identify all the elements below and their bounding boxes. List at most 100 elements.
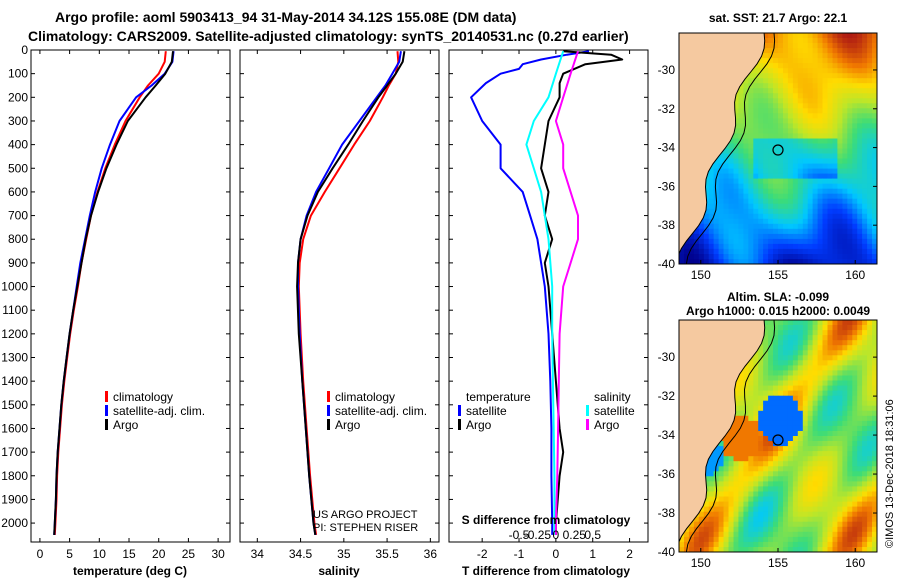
- map-cell: [822, 370, 828, 376]
- map-cell: [867, 93, 873, 99]
- map-cell: [822, 138, 828, 145]
- map-cell: [817, 98, 824, 104]
- map-cell: [872, 98, 877, 104]
- map-cell: [797, 335, 804, 341]
- map-cell: [773, 208, 779, 215]
- map-cell: [728, 213, 734, 220]
- map-cell: [812, 425, 819, 432]
- map-cell: [783, 541, 789, 548]
- depth-tick-label: 2000: [1, 516, 28, 530]
- map-cell: [847, 118, 853, 124]
- map-cell: [753, 461, 759, 467]
- map-cell: [688, 531, 695, 538]
- map-cell: [758, 375, 764, 382]
- map-cell: [812, 133, 819, 139]
- map-cell: [827, 113, 833, 119]
- depth-tick-label: 1800: [1, 469, 28, 483]
- map-cell: [787, 259, 794, 264]
- map-cell: [758, 526, 764, 533]
- map-cell: [847, 98, 853, 104]
- map-cell: [802, 496, 809, 503]
- map-cell: [812, 466, 819, 472]
- map-cell: [817, 113, 824, 119]
- map-cell: [743, 541, 749, 548]
- map-cell: [792, 496, 799, 503]
- map-cell: [733, 496, 739, 503]
- map-cell: [787, 228, 794, 235]
- map-cell: [802, 254, 809, 260]
- map-cell: [758, 158, 764, 165]
- map-cell: [792, 466, 799, 472]
- map-cell: [847, 511, 853, 518]
- map-cell: [797, 325, 804, 331]
- map-cell: [743, 103, 749, 109]
- map-cell: [763, 228, 769, 235]
- map-cell: [867, 410, 873, 417]
- map-cell: [857, 501, 863, 508]
- map-cell: [797, 536, 804, 543]
- map-cell: [807, 238, 814, 245]
- map-cell: [827, 158, 833, 165]
- map-cell: [783, 526, 789, 533]
- map-cell: [783, 521, 789, 528]
- map-cell: [847, 148, 853, 155]
- map-cell: [738, 93, 744, 99]
- map-cell: [733, 238, 739, 245]
- map-cell: [827, 375, 833, 382]
- map-cell: [753, 456, 759, 462]
- map-cell: [748, 380, 754, 387]
- map-cell: [768, 531, 774, 538]
- map-cell: [802, 405, 809, 412]
- map-cell: [827, 213, 833, 220]
- map-cell: [852, 63, 858, 69]
- map-cell: [832, 218, 838, 225]
- map-cell: [787, 345, 794, 351]
- map-cell: [842, 143, 848, 150]
- map-cell: [857, 63, 863, 69]
- map-cell: [792, 516, 799, 523]
- map-cell: [783, 48, 789, 54]
- map-cell: [857, 531, 863, 538]
- map-cell: [748, 168, 754, 175]
- map-cell: [748, 198, 754, 205]
- map-cell: [842, 355, 848, 361]
- map-cell: [743, 410, 749, 417]
- map-cell: [872, 173, 877, 180]
- map-cell: [847, 400, 853, 407]
- map-cell: [783, 451, 789, 457]
- map-cell: [872, 193, 877, 200]
- map-cell: [857, 93, 863, 99]
- map-cell: [753, 360, 759, 366]
- map-cell: [718, 526, 725, 533]
- map-cell: [718, 188, 725, 195]
- map-cell: [733, 531, 739, 538]
- map-cell: [738, 526, 744, 533]
- map-cell: [857, 163, 863, 170]
- map-cell: [847, 203, 853, 210]
- map-cell: [857, 441, 863, 447]
- map-cell: [783, 68, 789, 74]
- map-cell: [738, 83, 744, 89]
- map-cell: [807, 441, 814, 447]
- map-cell: [773, 436, 779, 442]
- map-cell: [792, 491, 799, 498]
- map-cell: [842, 218, 848, 225]
- map-cell: [837, 355, 843, 361]
- map-cell: [758, 531, 764, 538]
- map-cell: [817, 103, 824, 109]
- map-cell: [778, 158, 784, 165]
- map-cell: [827, 340, 833, 346]
- map-cell: [832, 63, 838, 69]
- map-cell: [802, 506, 809, 513]
- map-cell: [743, 420, 749, 427]
- map-cell: [857, 118, 863, 124]
- map-cell: [822, 395, 828, 402]
- map-cell: [842, 193, 848, 200]
- map-cell: [773, 476, 779, 482]
- map-cell: [787, 405, 794, 412]
- map-cell: [817, 400, 824, 407]
- map-cell: [842, 471, 848, 477]
- map-cell: [743, 128, 749, 134]
- map-cell: [743, 436, 749, 442]
- map-cell: [778, 431, 784, 437]
